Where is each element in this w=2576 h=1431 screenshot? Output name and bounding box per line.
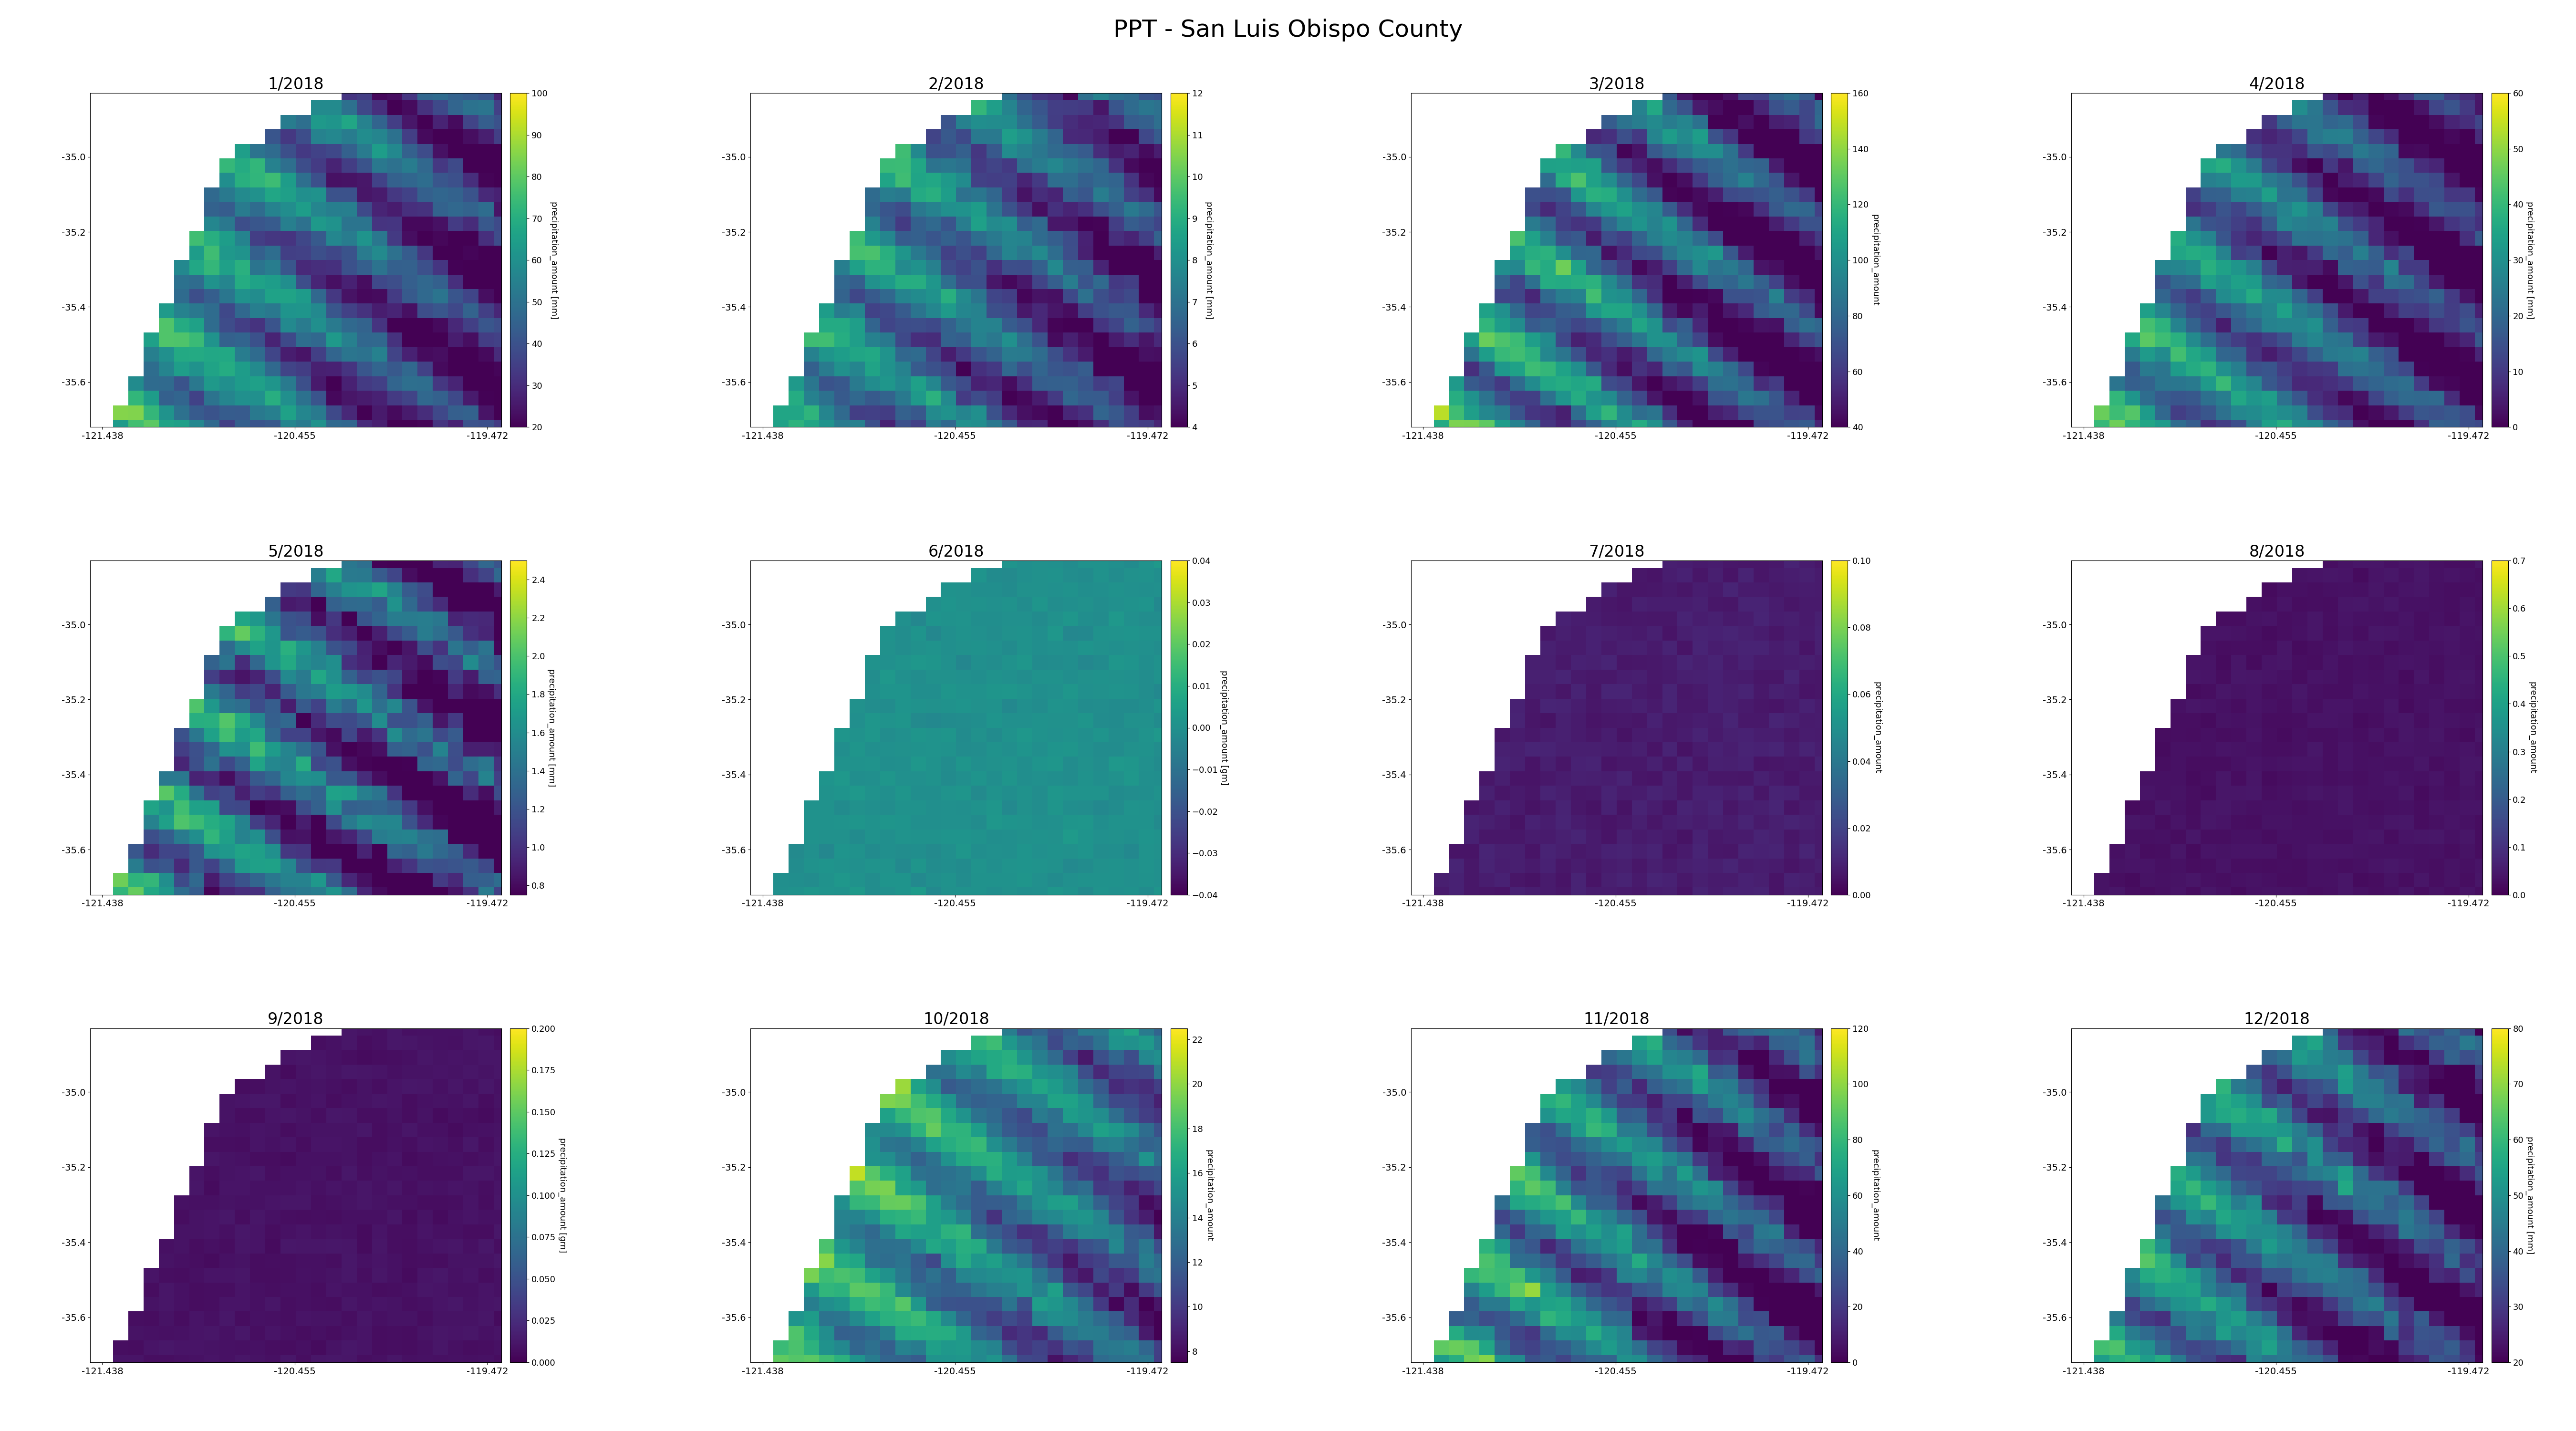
Text: PPT - San Luis Obispo County: PPT - San Luis Obispo County [1113,19,1463,41]
Title: 11/2018: 11/2018 [1584,1012,1649,1027]
Y-axis label: precipitation_amount: precipitation_amount [1206,1149,1213,1241]
Y-axis label: precipitation_amount [mm]: precipitation_amount [mm] [549,202,559,319]
Title: 3/2018: 3/2018 [1589,77,1643,93]
Title: 7/2018: 7/2018 [1589,544,1643,560]
Y-axis label: precipitation_amount [mm]: precipitation_amount [mm] [546,668,556,787]
Y-axis label: precipitation_amount [gm]: precipitation_amount [gm] [1221,670,1229,786]
Y-axis label: precipitation_amount [mm]: precipitation_amount [mm] [1206,202,1213,319]
Title: 6/2018: 6/2018 [927,544,984,560]
Title: 9/2018: 9/2018 [268,1012,325,1027]
Title: 12/2018: 12/2018 [2244,1012,2311,1027]
Y-axis label: precipitation_amount: precipitation_amount [1870,1149,1878,1241]
Title: 8/2018: 8/2018 [2249,544,2306,560]
Y-axis label: precipitation_amount [mm]: precipitation_amount [mm] [2524,1136,2535,1254]
Y-axis label: precipitation_amount: precipitation_amount [1873,681,1883,774]
Title: 2/2018: 2/2018 [927,77,984,93]
Title: 1/2018: 1/2018 [268,77,325,93]
Title: 5/2018: 5/2018 [268,544,325,560]
Y-axis label: precipitation_amount: precipitation_amount [2527,681,2537,774]
Y-axis label: precipitation_amount [mm]: precipitation_amount [mm] [2524,202,2535,319]
Y-axis label: precipitation_amount [gm]: precipitation_amount [gm] [559,1138,567,1252]
Y-axis label: precipitation_amount: precipitation_amount [1870,215,1878,306]
Title: 4/2018: 4/2018 [2249,77,2306,93]
Title: 10/2018: 10/2018 [922,1012,989,1027]
